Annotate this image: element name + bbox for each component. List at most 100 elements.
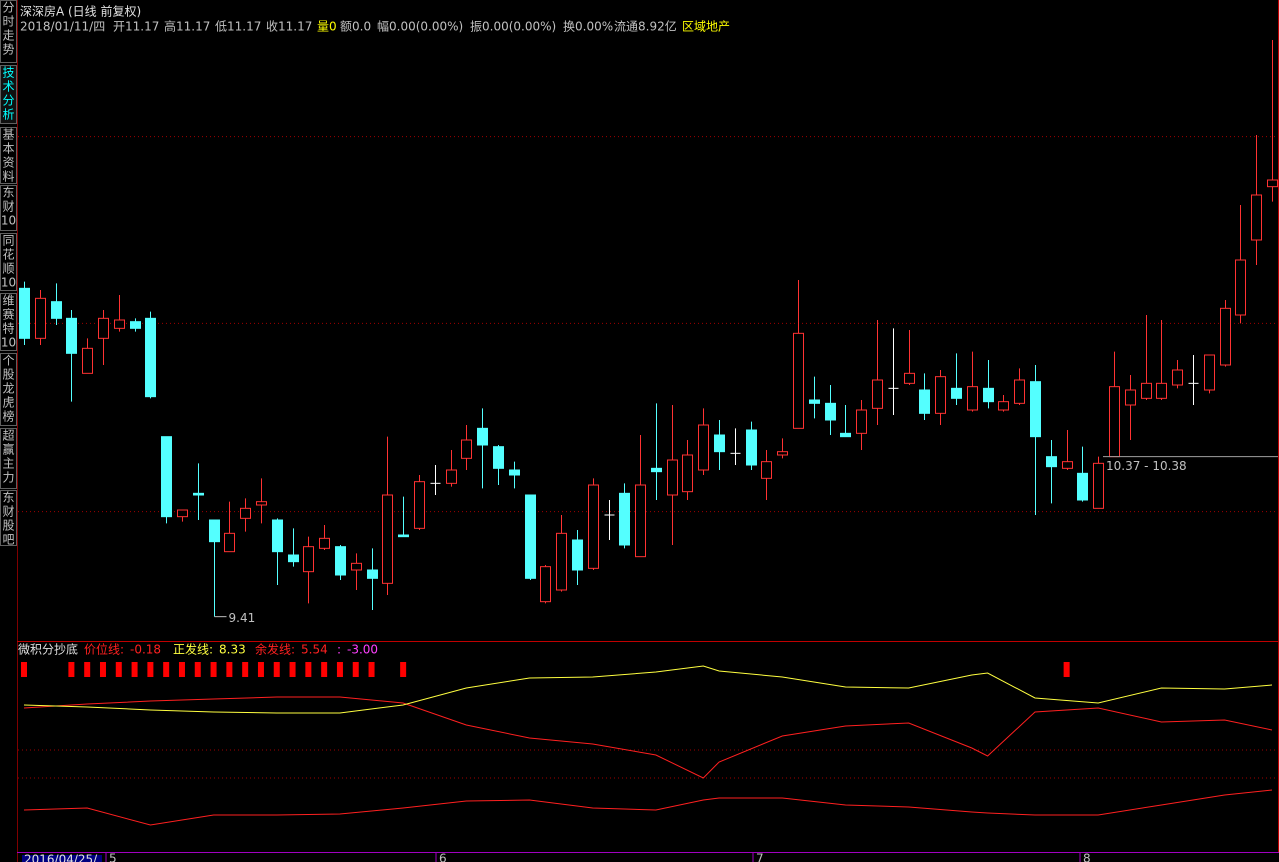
candle-body	[919, 389, 930, 414]
indicator-legend-value: 8.33	[219, 643, 246, 657]
candle-body	[983, 387, 994, 403]
candle-body	[1046, 456, 1057, 468]
sidebar-tab[interactable]	[0, 65, 17, 124]
signal-bar	[352, 662, 359, 677]
candle-body	[414, 481, 425, 529]
signal-bar	[178, 662, 185, 677]
sidebar-tab-label: 顺	[2, 262, 14, 276]
candle-body	[509, 469, 520, 476]
sidebar-tab[interactable]	[0, 490, 17, 546]
sidebar-tab-label: 10	[1, 336, 16, 350]
signal-bar	[1063, 662, 1070, 677]
sidebar-tab[interactable]	[0, 428, 17, 489]
candle-body	[446, 469, 457, 484]
header-field: 2018/01/11/四	[20, 20, 105, 34]
signal-bar	[305, 662, 312, 677]
sidebar-tab-label: 走	[2, 29, 14, 43]
candle-body	[114, 319, 125, 329]
sidebar-tab-label: 本	[2, 142, 14, 156]
candle-body	[398, 534, 409, 538]
candle-body	[382, 494, 393, 584]
signal-bar	[84, 662, 91, 677]
sidebar-tab-label: 龙	[2, 382, 14, 396]
signal-bar	[273, 662, 280, 677]
signal-bar	[99, 662, 106, 677]
sidebar-tab-label: 特	[2, 321, 14, 336]
sidebar-tab[interactable]	[0, 233, 17, 291]
month-label: 7	[756, 852, 764, 862]
month-label: 8	[1083, 852, 1091, 862]
sidebar-tab-label: 东	[2, 491, 14, 505]
signal-bar	[400, 662, 407, 677]
candle-body	[746, 429, 757, 466]
candle-body	[935, 376, 946, 414]
sidebar-tab-label: 10	[1, 214, 16, 228]
sidebar-tab[interactable]	[0, 185, 17, 231]
header-field: 低11.17	[215, 20, 261, 34]
min-label: 9.41	[229, 611, 256, 625]
signal-bar	[336, 662, 343, 677]
header-field: 流通8.92亿	[614, 19, 677, 34]
indicator-legend-value: 5.54	[301, 643, 328, 657]
candle-body	[351, 562, 362, 571]
candle-body	[51, 301, 62, 319]
month-label: 6	[439, 852, 447, 862]
sidebar-tab-label: 力	[2, 471, 14, 485]
candle-body	[35, 297, 46, 339]
header-field: 开11.17	[113, 20, 159, 34]
candle-body	[66, 317, 77, 354]
sidebar-tab-label: 势	[2, 43, 14, 57]
candle-body	[1204, 354, 1215, 391]
candle-body	[525, 494, 536, 579]
candle-body	[777, 451, 788, 456]
candle-body	[667, 459, 678, 496]
header-field: 换0.00%	[563, 20, 613, 34]
sidebar-tab[interactable]	[0, 353, 17, 426]
candle-body	[714, 434, 725, 453]
sidebar-tab-label: 术	[2, 80, 14, 94]
candle-body	[272, 519, 283, 553]
sidebar-tab-label: 料	[2, 170, 14, 184]
candle-body	[572, 539, 583, 571]
sidebar-tab-label: 虎	[2, 396, 14, 410]
sidebar-tab-label: 基	[2, 128, 14, 142]
candle-body	[256, 501, 267, 506]
sidebar-tab-label: 赛	[2, 307, 14, 322]
sidebar-tab-label: 财	[2, 505, 14, 519]
sidebar-tab[interactable]	[0, 0, 17, 63]
candle-body	[825, 402, 836, 421]
sidebar-tab-label: 吧	[2, 533, 14, 547]
candle-body	[145, 317, 156, 398]
signal-bar	[242, 662, 249, 677]
candle-body	[19, 287, 30, 339]
candle-body	[288, 554, 299, 563]
candle-body	[303, 546, 314, 573]
indicator-legend-value: -3.00	[347, 643, 378, 657]
sidebar-tab[interactable]	[0, 293, 17, 351]
sidebar-tab-label: 榜	[2, 409, 14, 424]
candle-body	[651, 467, 662, 473]
signal-bar	[147, 662, 154, 677]
sidebar-tab-label: 个	[2, 354, 14, 368]
sidebar-tab-label: 维	[2, 294, 14, 308]
candle-body	[540, 566, 551, 603]
candle-body	[193, 492, 204, 496]
candle-body	[477, 427, 488, 446]
header-field: 振0.00(0.00%)	[470, 20, 556, 34]
header-field: 区域地产	[682, 20, 730, 34]
signal-bar	[21, 662, 27, 677]
candle-body	[998, 401, 1009, 411]
candle-body	[698, 424, 709, 471]
sidebar-tab[interactable]	[0, 127, 17, 184]
signal-bar	[68, 662, 75, 677]
sidebar-tab-label: 10	[1, 276, 16, 290]
chart-mode: (日线 前复权)	[68, 4, 141, 19]
candle-body	[682, 454, 693, 493]
candle-body	[1093, 462, 1104, 509]
header-field: 额0.0	[340, 20, 371, 34]
header-field: 高11.17	[164, 19, 210, 34]
candle-body	[335, 546, 346, 576]
candle-body	[1235, 259, 1246, 316]
candle-body	[130, 321, 141, 329]
